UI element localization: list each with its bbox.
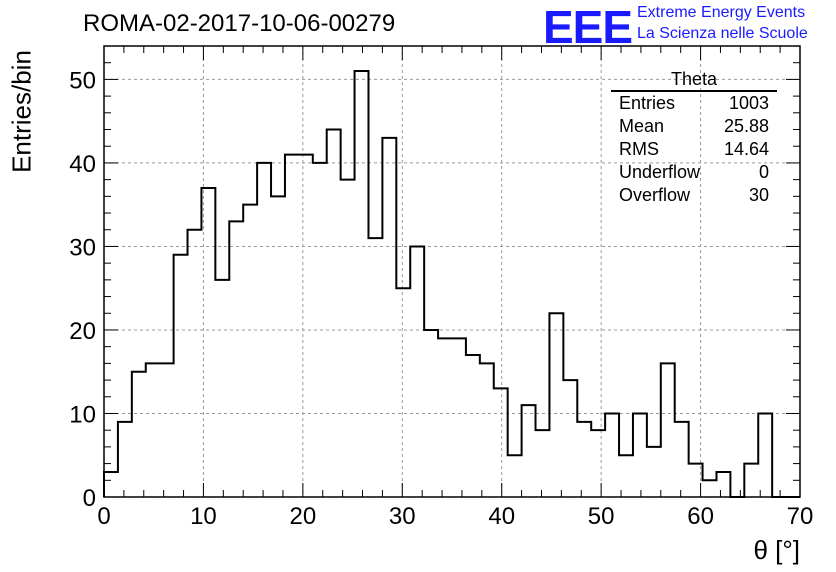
histogram-bin (758, 413, 772, 497)
y-tick-label: 50 (69, 67, 96, 94)
stats-label: Mean (619, 116, 665, 136)
histogram-bin (480, 363, 494, 497)
y-tick-label: 30 (69, 234, 96, 261)
plot-frame (103, 45, 801, 498)
histogram-bin (201, 188, 215, 497)
histogram-bin (368, 238, 382, 497)
y-tick-label: 40 (69, 151, 96, 178)
histogram-bin (188, 230, 202, 497)
stats-title: Theta (611, 68, 777, 92)
y-tick-label: 10 (69, 401, 96, 428)
histogram-bin (452, 338, 466, 497)
histogram-bin (438, 338, 452, 497)
histogram-bin (132, 372, 146, 497)
histogram-bin (577, 422, 591, 497)
stats-box: Theta Entries 1003 Mean 25.88 RMS 14.64 Underf… (611, 68, 777, 207)
stats-row: Overflow 30 (611, 184, 777, 207)
histogram-bin (494, 388, 508, 497)
histogram-bin (341, 180, 355, 497)
histogram-bin (160, 363, 174, 497)
histogram-bin (605, 413, 619, 497)
histogram-bin (285, 155, 299, 497)
histogram-bin (591, 430, 605, 497)
histogram-bin (327, 130, 341, 497)
x-tick-label: 60 (687, 503, 714, 530)
histogram-bin (243, 205, 257, 497)
histogram-bin (466, 355, 480, 497)
x-tick-label: 40 (488, 503, 515, 530)
histogram-bin (355, 71, 369, 497)
stats-value: 30 (748, 185, 769, 205)
chart-title: ROMA-02-2017-10-06-00279 (83, 10, 396, 37)
stats-label: Underflow (619, 162, 701, 182)
x-tick-label: 30 (389, 503, 416, 530)
logo-subtitle-line1: Extreme Energy Events (637, 4, 806, 21)
x-axis-label: θ [°] (753, 535, 800, 565)
histogram-bin (716, 472, 730, 497)
histogram-bin (661, 363, 675, 497)
histogram-bin (396, 288, 410, 497)
histogram-bin (647, 447, 661, 497)
histogram-bin (549, 313, 563, 497)
histogram-bin (299, 155, 313, 497)
stats-label: Entries (619, 93, 676, 113)
histogram-bin (536, 430, 550, 497)
histogram-bin (146, 363, 160, 497)
histogram-bin (563, 380, 577, 497)
histogram-bin (382, 138, 396, 497)
stats-row: Underflow 0 (611, 161, 777, 184)
stats-value: 1003 (728, 93, 769, 113)
stats-value: 0 (758, 162, 769, 182)
histogram-bin (522, 405, 536, 497)
stats-value: 14.64 (723, 139, 769, 159)
stats-label: Overflow (619, 185, 691, 205)
histogram-bin (703, 480, 717, 497)
x-tick-label: 20 (290, 503, 317, 530)
histogram-bin (104, 472, 118, 497)
histogram-bin (508, 455, 522, 497)
histogram-bin (271, 196, 285, 497)
y-tick-label: 20 (69, 318, 96, 345)
eee-logo: EEE (543, 1, 633, 53)
x-tick-label: 0 (97, 503, 110, 530)
histogram-bin (229, 221, 243, 497)
histogram-bin (118, 422, 132, 497)
histogram-series (103, 70, 800, 498)
histogram-bin (257, 163, 271, 497)
histogram-bin (174, 255, 188, 497)
histogram-bin (215, 280, 229, 497)
stats-row: Entries 1003 (611, 92, 777, 115)
histogram-bin (744, 464, 758, 497)
histogram-bin (633, 413, 647, 497)
histogram-bin (675, 422, 689, 497)
stats-row: RMS 14.64 (611, 138, 777, 161)
stats-label: RMS (619, 139, 659, 159)
stats-row: Mean 25.88 (611, 115, 777, 138)
histogram-bin (410, 246, 424, 497)
stats-value: 25.88 (723, 116, 769, 136)
histogram-bin (313, 163, 327, 497)
y-tick-label: 0 (83, 485, 96, 512)
x-tick-label: 50 (588, 503, 615, 530)
x-tick-label: 70 (787, 503, 814, 530)
logo-subtitle-line2: La Scienza nelle Scuole (637, 25, 808, 42)
y-axis-label: Entries/bin (6, 50, 37, 173)
x-tick-label: 10 (190, 503, 217, 530)
histogram-bin (424, 330, 438, 497)
